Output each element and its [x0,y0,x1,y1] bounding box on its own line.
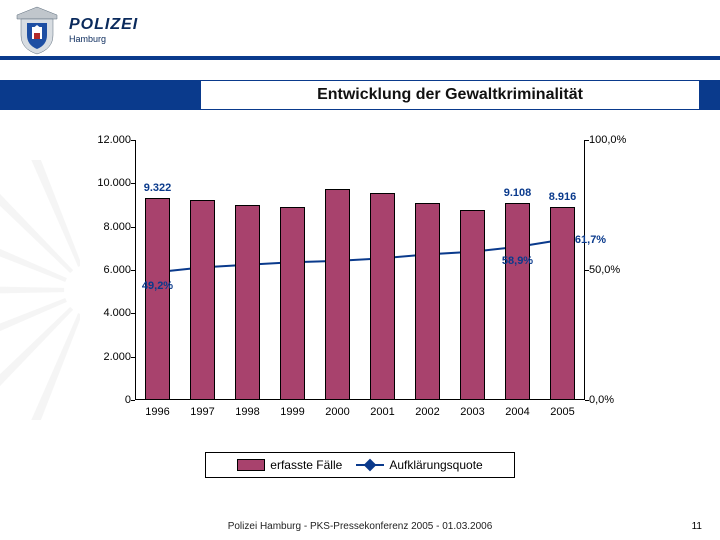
brand-title: POLIZEI [69,16,138,34]
y-right-tick-label: 100,0% [589,134,637,146]
title-bar-left [0,80,200,110]
brand-text: POLIZEI Hamburg [69,16,138,44]
bar [460,210,485,400]
header: POLIZEI Hamburg [0,0,720,60]
x-category-label: 2001 [370,406,394,418]
plot-area: 02.0004.0006.0008.00010.00012.0000,0%50,… [135,140,585,400]
legend-swatch-line [356,459,384,471]
bar-value-label: 9.108 [504,187,532,199]
x-category-label: 1999 [280,406,304,418]
line-value-label: 58,9% [502,255,533,267]
legend-label-line: Aufklärungsquote [389,458,482,472]
y-left-tick-label: 8.000 [83,221,131,233]
x-category-label: 2000 [325,406,349,418]
x-category-label: 2002 [415,406,439,418]
y-left-tick-label: 0 [83,394,131,406]
x-category-label: 2005 [550,406,574,418]
slide-title-row: Entwicklung der Gewaltkriminalität [0,80,720,110]
y-left-tick-label: 12.000 [83,134,131,146]
legend-item-line: Aufklärungsquote [356,458,482,472]
x-category-label: 2003 [460,406,484,418]
brand-subtitle: Hamburg [69,34,138,44]
bar [370,193,395,400]
polizei-logo-icon [15,5,59,55]
y-left-tick-label: 10.000 [83,177,131,189]
legend-label-bars: erfasste Fälle [270,458,342,472]
legend: erfasste Fälle Aufklärungsquote [205,452,515,478]
title-bar-right [700,80,720,110]
bar [550,207,575,400]
y-left-tick-label: 4.000 [83,307,131,319]
bar [325,189,350,400]
header-divider [0,56,720,60]
x-category-label: 1996 [145,406,169,418]
x-category-label: 1997 [190,406,214,418]
bar [280,207,305,400]
legend-swatch-bar [237,459,265,471]
page-number: 11 [692,521,702,532]
y-right-tick-label: 50,0% [589,264,637,276]
y-left-tick-label: 6.000 [83,264,131,276]
footer-text: Polizei Hamburg - PKS-Pressekonferenz 20… [0,521,720,532]
x-category-label: 2004 [505,406,529,418]
bar [190,200,215,400]
bar [415,203,440,400]
legend-item-bars: erfasste Fälle [237,458,342,472]
bar [505,203,530,400]
line-value-label: 61,7% [575,234,606,246]
bar-value-label: 9.322 [144,182,172,194]
y-right-tick-label: 0,0% [589,394,637,406]
bar-value-label: 8.916 [549,191,577,203]
bar [145,198,170,400]
chart: 02.0004.0006.0008.00010.00012.0000,0%50,… [80,140,640,440]
y-left-tick-label: 2.000 [83,351,131,363]
bar [235,205,260,400]
line-value-label: 49,2% [142,280,173,292]
x-category-label: 1998 [235,406,259,418]
slide-title: Entwicklung der Gewaltkriminalität [200,80,700,110]
